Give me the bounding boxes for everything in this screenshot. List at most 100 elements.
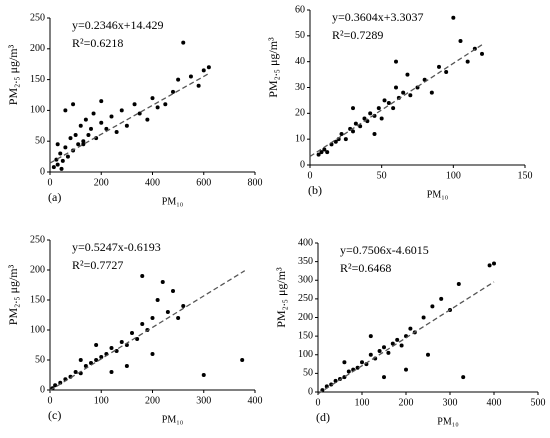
point: [426, 352, 430, 357]
x-tick-label: 200: [145, 395, 160, 406]
y-tick-label: 250: [298, 293, 313, 304]
point: [322, 147, 327, 152]
y-axis-label: PM₂.₅ μg/m³: [6, 44, 20, 105]
point: [382, 98, 387, 103]
point: [395, 337, 400, 342]
point: [368, 334, 373, 339]
point: [63, 145, 68, 150]
point: [240, 358, 245, 362]
point: [451, 15, 456, 20]
y-tick-label: 250: [30, 12, 45, 23]
point: [480, 51, 484, 56]
y-tick-label: 100: [30, 105, 45, 116]
point: [439, 296, 444, 301]
x-tick-label: 150: [518, 170, 533, 181]
point: [353, 121, 358, 126]
x-tick-label: 300: [196, 395, 211, 406]
point: [59, 166, 64, 171]
point: [342, 360, 347, 365]
y-axis-label: PM₂.₅ μg/m³: [274, 267, 288, 328]
point: [78, 123, 83, 128]
y-tick-label: 50: [35, 354, 45, 365]
annotation: R²=0.7289: [332, 28, 383, 42]
point: [132, 102, 137, 107]
point: [94, 343, 99, 347]
point: [368, 352, 373, 357]
x-axis-label: PM₁₀: [162, 414, 184, 425]
y-tick-label: 150: [298, 330, 313, 341]
point: [201, 373, 206, 377]
x-tick-label: 300: [443, 397, 458, 408]
point: [171, 289, 175, 293]
point: [333, 139, 338, 144]
point: [109, 346, 114, 350]
point: [343, 137, 348, 142]
point: [140, 274, 145, 278]
point: [339, 132, 344, 136]
y-tick-label: 50: [303, 368, 313, 379]
annotation: R²=0.6468: [340, 261, 391, 275]
point: [394, 59, 398, 64]
x-tick-label: 200: [94, 177, 109, 188]
y-tick-label: 0: [40, 166, 45, 177]
panel-label: (b): [308, 183, 322, 197]
point: [382, 345, 386, 350]
point: [492, 261, 496, 266]
point: [329, 382, 334, 387]
point: [94, 358, 99, 362]
y-tick-label: 250: [30, 234, 45, 245]
annotation: y=0.7506x-4.6015: [340, 243, 429, 257]
trend-line: [309, 44, 483, 158]
point: [104, 126, 109, 131]
x-tick-label: 400: [248, 395, 263, 406]
panel-label: (d): [316, 410, 330, 424]
point: [368, 111, 373, 116]
point: [58, 380, 63, 385]
point: [55, 162, 60, 167]
point: [377, 349, 382, 354]
point: [379, 116, 384, 121]
y-tick-label: 200: [30, 264, 45, 275]
y-axis-label: PM₂.₅ μg/m³: [6, 264, 20, 325]
x-tick-label: 50: [377, 170, 387, 181]
point: [99, 99, 104, 104]
x-tick-label: 100: [446, 170, 461, 181]
point: [408, 93, 413, 98]
y-tick-label: 20: [295, 108, 305, 119]
point: [119, 340, 124, 344]
point: [63, 108, 68, 113]
point: [150, 96, 155, 101]
point: [99, 120, 104, 125]
point: [137, 111, 142, 116]
point: [65, 154, 70, 159]
x-tick-label: 800: [248, 177, 263, 188]
point: [91, 111, 96, 116]
point: [68, 136, 73, 141]
point: [386, 350, 391, 355]
point: [465, 59, 470, 64]
x-tick-label: 0: [48, 395, 53, 406]
point: [176, 316, 181, 320]
point: [114, 349, 119, 353]
point: [355, 365, 360, 370]
y-tick-label: 200: [30, 43, 45, 54]
point: [351, 129, 355, 134]
point: [165, 310, 170, 314]
point: [181, 304, 186, 308]
y-tick-label: 350: [298, 256, 313, 267]
point: [390, 341, 395, 346]
point: [150, 352, 155, 356]
point: [351, 106, 355, 111]
point: [196, 83, 201, 88]
x-axis-label: PM₁₀: [437, 416, 459, 427]
point: [487, 263, 492, 268]
point: [73, 370, 78, 374]
point: [114, 129, 119, 134]
annotation: y=0.3604x+3.3037: [332, 10, 424, 24]
x-tick-label: 0: [48, 177, 53, 188]
point: [124, 364, 129, 368]
y-tick-label: 0: [300, 159, 305, 170]
y-tick-label: 0: [308, 386, 313, 397]
y-tick-label: 400: [298, 237, 313, 248]
y-tick-label: 200: [298, 312, 313, 323]
